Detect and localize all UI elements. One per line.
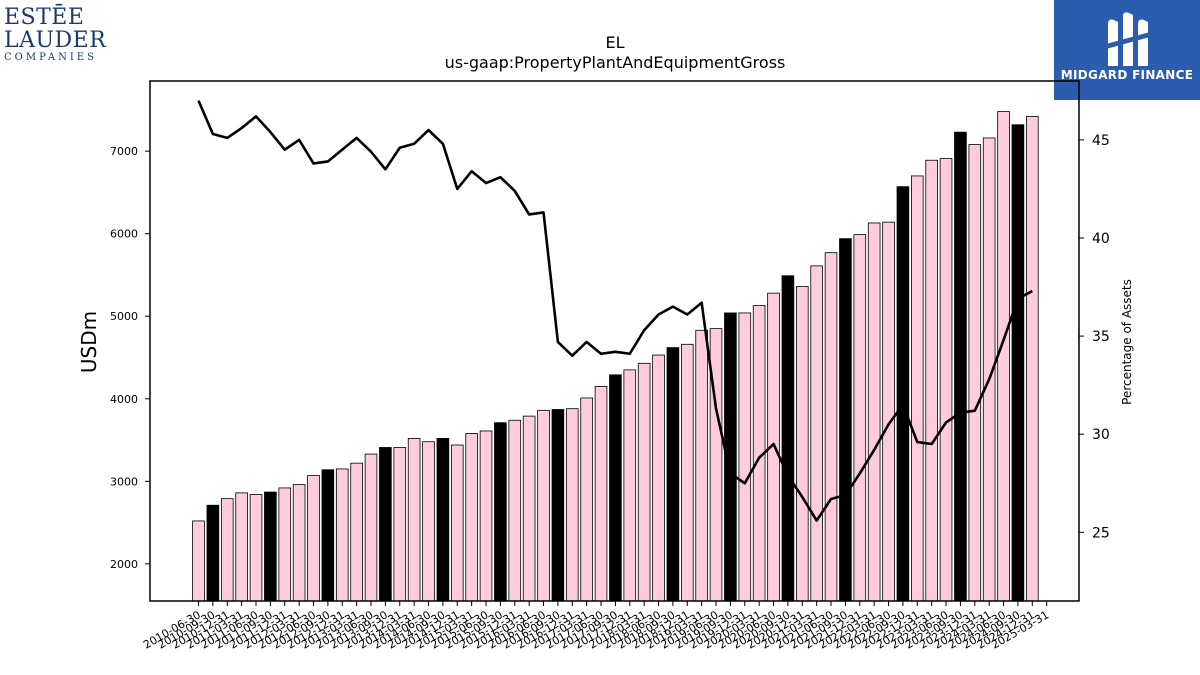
y2-tick-label: 40: [1092, 231, 1110, 247]
bar-2023-03-31: [925, 159, 938, 602]
bar-2024-12-31: [1026, 116, 1039, 602]
midgard-finance-logo: MIDGARD FINANCE: [1054, 0, 1200, 100]
y2-tick-label: 25: [1092, 525, 1110, 541]
bar-2018-12-31: [680, 343, 694, 602]
bar-2020-12-31: [795, 286, 809, 602]
y-tick-label: 2000: [110, 558, 138, 571]
bar-2015-03-31: [465, 433, 478, 602]
chart-subtitle: us-gaap:PropertyPlantAndEquipmentGross: [445, 53, 786, 72]
bar-2014-09-30: [436, 437, 450, 602]
bar-2022-06-30: [882, 221, 895, 602]
bar-2010-12-31: [220, 498, 234, 602]
bar-2019-12-31: [738, 312, 752, 602]
bar-2018-06-30: [652, 354, 665, 602]
bar-2018-09-30: [666, 347, 680, 602]
y-tick-label: 5000: [110, 310, 138, 323]
bar-2013-03-31: [350, 462, 363, 602]
bar-2011-12-31: [278, 487, 292, 602]
bar-2019-03-31: [695, 329, 708, 602]
plot-frame: [149, 80, 1080, 602]
bar-2011-09-30: [264, 491, 277, 602]
y2-tick-label: 35: [1092, 329, 1110, 345]
bar-2016-12-31: [565, 408, 579, 602]
bar-2024-09-30: [1011, 124, 1025, 602]
bar-2020-09-30: [781, 275, 795, 602]
bar-2021-12-31: [853, 234, 867, 602]
bar-2014-12-31: [450, 444, 464, 602]
midgard-name: MIDGARD FINANCE: [1060, 68, 1194, 82]
y-tick-label: 4000: [110, 393, 138, 406]
bar-2023-06-30: [939, 158, 953, 602]
bar-2018-03-31: [637, 362, 651, 602]
bar-2017-12-31: [623, 369, 637, 602]
logo-line-3: COMPANIES: [4, 52, 97, 63]
bar-2023-12-31: [968, 144, 982, 602]
y-tick-label: 7000: [110, 145, 138, 158]
bar-2010-09-30: [206, 504, 220, 602]
bar-2013-12-31: [393, 447, 407, 602]
bar-2016-09-30: [551, 409, 565, 602]
y2-axis-label: Percentage of Assets: [1120, 279, 1134, 405]
estee-lauder-logo: ESTĒE LAUDER COMPANIES: [4, 6, 124, 64]
bar-2014-06-30: [422, 441, 435, 602]
bar-2011-06-30: [249, 494, 263, 602]
bar-2012-06-30: [307, 475, 320, 602]
bar-2016-06-30: [537, 409, 550, 602]
bar-2023-09-30: [954, 131, 967, 602]
bar-2022-09-30: [896, 186, 910, 602]
percentage-line: [197, 100, 1033, 522]
bar-2021-06-30: [824, 252, 838, 602]
y2-tick-label: 45: [1092, 133, 1110, 149]
bar-2010-06-30: [192, 520, 205, 602]
bar-2022-12-31: [911, 175, 924, 602]
bar-2022-03-31: [867, 222, 881, 602]
bar-2013-06-30: [364, 453, 378, 602]
y-axis-label: USDm: [77, 311, 101, 373]
bar-2013-09-30: [379, 447, 392, 602]
bar-2016-03-31: [522, 415, 536, 602]
logo-line-2: LAUDER: [4, 28, 107, 53]
bar-2012-09-30: [321, 469, 335, 602]
bar-2017-03-31: [580, 397, 593, 602]
bar-2015-09-30: [494, 422, 507, 602]
logo-line-1: ESTĒE: [4, 5, 85, 30]
bar-2012-03-31: [292, 484, 306, 602]
midgard-logo-mark-icon: [1106, 12, 1150, 66]
bar-2015-06-30: [479, 430, 493, 602]
bar-2021-03-31: [810, 265, 823, 602]
bar-2014-03-31: [407, 437, 421, 602]
bar-2011-03-31: [235, 492, 248, 602]
bar-2024-06-30: [997, 111, 1010, 602]
y-tick-label: 3000: [110, 475, 138, 488]
bar-2017-09-30: [609, 374, 622, 602]
y2-tick-label: 30: [1092, 427, 1110, 443]
bar-2012-12-31: [335, 468, 349, 602]
bar-2015-12-31: [508, 419, 522, 602]
bar-2017-06-30: [594, 385, 608, 602]
y-tick-label: 6000: [110, 228, 138, 241]
chart-title: EL: [605, 33, 624, 52]
bar-2021-09-30: [839, 238, 852, 602]
